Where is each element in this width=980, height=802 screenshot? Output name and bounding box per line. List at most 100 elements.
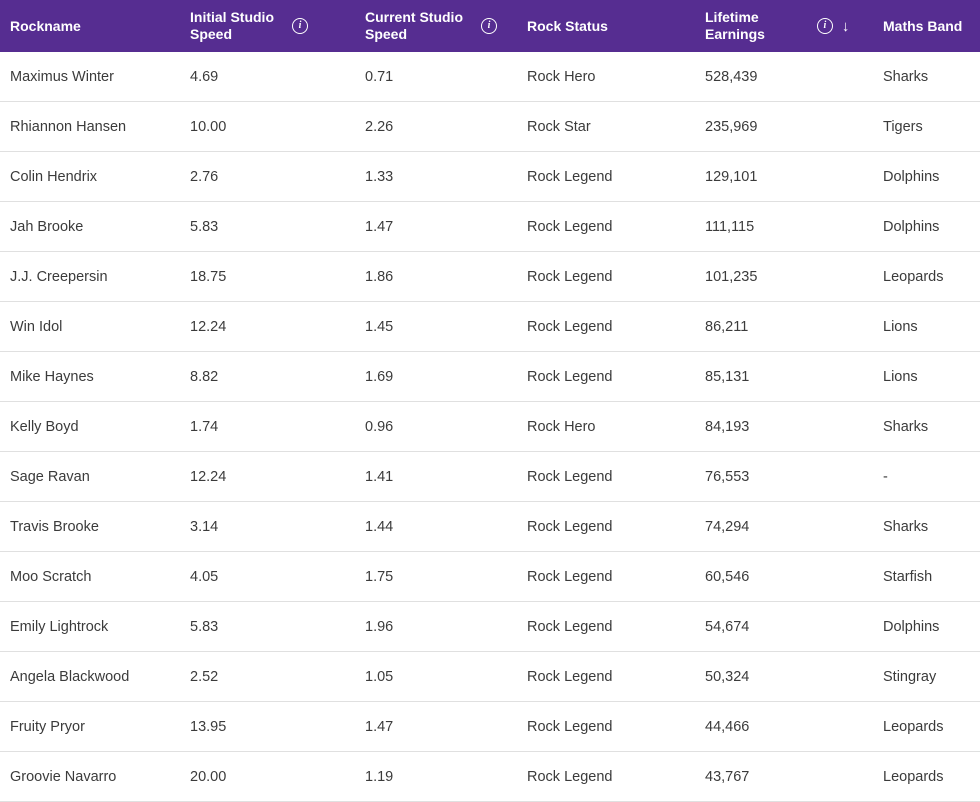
current-studio-speed-cell: 2.26 (365, 118, 394, 135)
table-header: Rockname Initial Studio Speed i Current … (0, 0, 980, 52)
current-studio-speed-cell: 1.47 (365, 718, 394, 735)
table-row: J.J. Creepersin 18.75 1.86 Rock Legend 1… (0, 252, 980, 302)
rock-status-cell: Rock Legend (527, 768, 613, 785)
rockname-cell: Moo Scratch (10, 568, 92, 585)
rock-status-cell: Rock Legend (527, 718, 613, 735)
header-icons: i (292, 18, 308, 34)
lifetime-earnings-cell: 528,439 (705, 68, 758, 85)
table-row: Sage Ravan 12.24 1.41 Rock Legend 76,553… (0, 452, 980, 502)
current-studio-speed-cell: 0.71 (365, 68, 394, 85)
initial-studio-speed-cell: 12.24 (190, 318, 227, 335)
maths-band-cell: Sharks (883, 518, 929, 535)
maths-band-cell: Lions (883, 368, 918, 385)
table-row: Mike Haynes 8.82 1.69 Rock Legend 85,131… (0, 352, 980, 402)
rockname-cell: Sage Ravan (10, 468, 90, 485)
table-row: Rhiannon Hansen 10.00 2.26 Rock Star 235… (0, 102, 980, 152)
rockname-cell: Rhiannon Hansen (10, 118, 127, 135)
lifetime-earnings-cell: 50,324 (705, 668, 750, 685)
info-icon[interactable]: i (816, 18, 833, 34)
rockname-cell: Angela Blackwood (10, 668, 130, 685)
lifetime-earnings-cell: 76,553 (705, 468, 750, 485)
rock-status-cell: Rock Legend (527, 218, 613, 235)
column-header-rock-status[interactable]: Rock Status (517, 0, 695, 52)
rockname-cell: Emily Lightrock (10, 618, 109, 635)
rock-status-cell: Rock Legend (527, 518, 613, 535)
rock-status-cell: Rock Legend (527, 468, 613, 485)
initial-studio-speed-cell: 3.14 (190, 518, 219, 535)
maths-band-cell: Tigers (883, 118, 923, 135)
lifetime-earnings-cell: 74,294 (705, 518, 750, 535)
rockname-cell: J.J. Creepersin (10, 268, 108, 285)
table-row: Moo Scratch 4.05 1.75 Rock Legend 60,546… (0, 552, 980, 602)
column-label-rock-status: Rock Status (527, 18, 608, 34)
initial-studio-speed-cell: 5.83 (190, 618, 219, 635)
lifetime-earnings-cell: 54,674 (705, 618, 750, 635)
maths-band-cell: Leopards (883, 768, 944, 785)
table-row: Travis Brooke 3.14 1.44 Rock Legend 74,2… (0, 502, 980, 552)
rock-status-cell: Rock Hero (527, 418, 596, 435)
column-label-line-2: Speed (365, 26, 408, 42)
current-studio-speed-cell: 1.75 (365, 568, 394, 585)
lifetime-earnings-cell: 84,193 (705, 418, 750, 435)
rockname-cell: Fruity Pryor (10, 718, 85, 735)
rock-status-cell: Rock Star (527, 118, 591, 135)
current-studio-speed-cell: 1.86 (365, 268, 394, 285)
initial-studio-speed-cell: 4.69 (190, 68, 219, 85)
table-row: Groovie Navarro 20.00 1.19 Rock Legend 4… (0, 752, 980, 802)
initial-studio-speed-cell: 5.83 (190, 218, 219, 235)
initial-studio-speed-cell: 20.00 (190, 768, 227, 785)
column-header-lifetime-earnings[interactable]: Lifetime Earnings i ↓ (695, 0, 873, 52)
table-body: Maximus Winter 4.69 0.71 Rock Hero 528,4… (0, 52, 980, 802)
rock-status-cell: Rock Legend (527, 668, 613, 685)
table-row: Win Idol 12.24 1.45 Rock Legend 86,211 L… (0, 302, 980, 352)
column-label-line-2: Earnings (705, 26, 765, 42)
current-studio-speed-cell: 0.96 (365, 418, 394, 435)
column-label-line-1: Initial Studio (190, 9, 274, 25)
maths-band-cell: Dolphins (883, 218, 940, 235)
table-row: Colin Hendrix 2.76 1.33 Rock Legend 129,… (0, 152, 980, 202)
sort-descending-icon[interactable]: ↓ (841, 17, 850, 35)
table-row: Jah Brooke 5.83 1.47 Rock Legend 111,115… (0, 202, 980, 252)
maths-band-cell: Sharks (883, 418, 929, 435)
rock-status-cell: Rock Legend (527, 268, 613, 285)
rockname-cell: Kelly Boyd (10, 418, 79, 435)
info-icon[interactable]: i (481, 18, 497, 34)
current-studio-speed-cell: 1.69 (365, 368, 394, 385)
lifetime-earnings-cell: 60,546 (705, 568, 750, 585)
lifetime-earnings-cell: 86,211 (705, 318, 749, 335)
rock-status-cell: Rock Legend (527, 568, 613, 585)
table-row: Emily Lightrock 5.83 1.96 Rock Legend 54… (0, 602, 980, 652)
column-header-maths-band[interactable]: Maths Band (873, 0, 980, 52)
table-row: Kelly Boyd 1.74 0.96 Rock Hero 84,193 Sh… (0, 402, 980, 452)
column-header-initial-studio-speed[interactable]: Initial Studio Speed i (180, 0, 355, 52)
column-label-current-studio-speed: Current Studio Speed (365, 9, 463, 43)
column-header-rockname[interactable]: Rockname (0, 0, 180, 52)
maths-band-cell: Leopards (883, 268, 944, 285)
rock-status-cell: Rock Legend (527, 168, 613, 185)
rockname-cell: Mike Haynes (10, 368, 94, 385)
current-studio-speed-cell: 1.45 (365, 318, 394, 335)
rock-status-cell: Rock Legend (527, 368, 613, 385)
initial-studio-speed-cell: 10.00 (190, 118, 227, 135)
rock-status-cell: Rock Legend (527, 318, 613, 335)
column-label-rockname: Rockname (10, 18, 81, 34)
column-label-line-1: Current Studio (365, 9, 463, 25)
current-studio-speed-cell: 1.96 (365, 618, 394, 635)
table-row: Maximus Winter 4.69 0.71 Rock Hero 528,4… (0, 52, 980, 102)
current-studio-speed-cell: 1.19 (365, 768, 394, 785)
lifetime-earnings-cell: 85,131 (705, 368, 750, 385)
column-label-initial-studio-speed: Initial Studio Speed (190, 9, 274, 43)
maths-band-cell: - (883, 468, 888, 485)
initial-studio-speed-cell: 13.95 (190, 718, 227, 735)
initial-studio-speed-cell: 8.82 (190, 368, 219, 385)
maths-band-cell: Lions (883, 318, 918, 335)
info-icon[interactable]: i (292, 18, 308, 34)
rockname-cell: Groovie Navarro (10, 768, 117, 785)
initial-studio-speed-cell: 12.24 (190, 468, 227, 485)
lifetime-earnings-cell: 44,466 (705, 718, 750, 735)
rockname-cell: Win Idol (10, 318, 63, 335)
column-header-current-studio-speed[interactable]: Current Studio Speed i (355, 0, 517, 52)
rockname-cell: Travis Brooke (10, 518, 99, 535)
lifetime-earnings-cell: 111,115 (705, 218, 755, 235)
